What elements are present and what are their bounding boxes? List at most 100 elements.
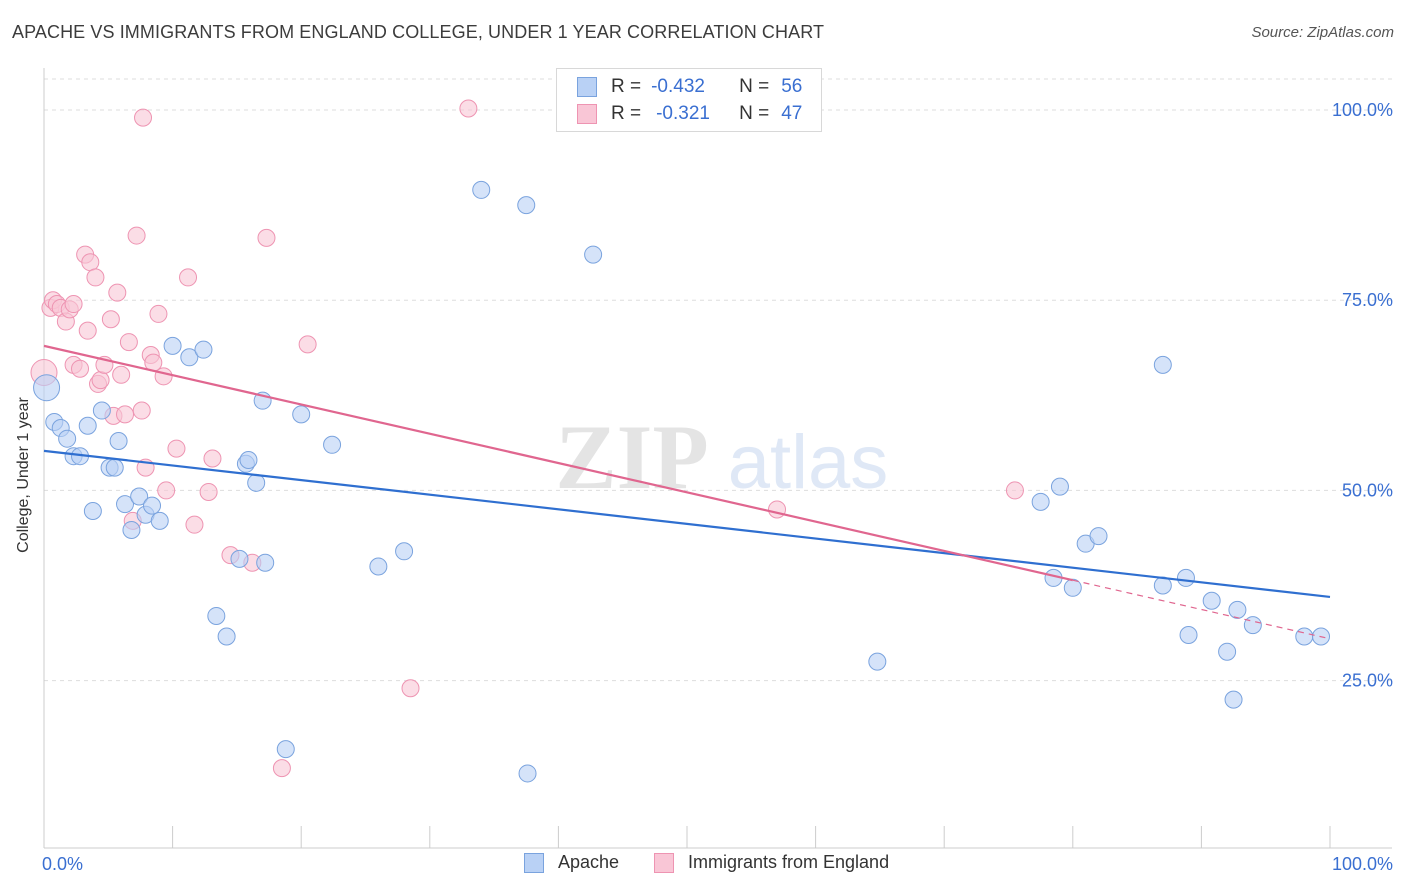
england-point-19: [108, 283, 127, 302]
england-point-11: [78, 321, 97, 340]
england-point-33: [167, 439, 186, 458]
england-point-22: [119, 333, 138, 352]
apache-point-30: [292, 405, 311, 424]
legend-apache-n-value: 56: [781, 76, 803, 97]
y-tick-label-25: 25.0%: [1342, 671, 1393, 691]
england-point-44: [459, 99, 478, 118]
apache-point-26: [247, 473, 266, 492]
apache-point-18: [163, 336, 182, 355]
legend-apache-r-value: -0.432: [651, 76, 705, 97]
england-point-35: [185, 515, 204, 534]
apache-point-42: [1063, 578, 1082, 597]
series-apache-points: [33, 180, 1330, 783]
apache-point-29: [276, 740, 295, 759]
england-point-32: [157, 481, 176, 500]
england-point-34: [179, 268, 198, 287]
apache-point-52: [1228, 600, 1247, 619]
apache-point-45: [1153, 355, 1172, 374]
apache-point-41: [1050, 477, 1069, 496]
apache-point-49: [1202, 591, 1221, 610]
legend-swatch-england-bottom: [654, 852, 674, 873]
apache-trend-line: [43, 449, 1331, 599]
england-point-12: [81, 253, 100, 272]
england-point-45: [768, 500, 787, 519]
apache-point-14: [130, 487, 149, 506]
england-point-7: [64, 295, 83, 314]
apache-point-31: [323, 435, 342, 454]
legend-label-apache: Apache: [558, 852, 620, 872]
england-point-46: [1005, 481, 1024, 500]
apache-point-50: [1218, 642, 1237, 661]
legend-swatch-apache-bottom: [524, 852, 544, 873]
apache-point-28: [256, 553, 275, 572]
apache-point-19: [180, 348, 199, 367]
y-tick-label-75: 75.0%: [1342, 290, 1393, 310]
apache-point-38: [868, 652, 887, 671]
england-point-40: [257, 228, 276, 247]
england-point-37: [203, 449, 222, 468]
england-point-26: [134, 108, 153, 127]
legend-label-england: Immigrants from England: [688, 852, 890, 872]
tick-labels: 25.0% 50.0% 75.0% 100.0% 0.0% 100.0%: [42, 100, 1393, 874]
legend-item-apache[interactable]: Apache: [524, 852, 619, 873]
england-point-20: [112, 365, 131, 384]
england-trend-line: [43, 344, 1074, 582]
stats-legend: R = -0.432 N = 56 R = -0.321 N = 47: [556, 68, 822, 132]
apache-point-33: [395, 542, 414, 561]
legend-england-r-value: -0.321: [656, 103, 710, 124]
apache-point-21: [207, 606, 226, 625]
apache-point-35: [517, 196, 536, 215]
apache-point-44: [1089, 527, 1108, 546]
legend-row-england: R = -0.321 N = 47: [557, 100, 802, 128]
y-tick-label-100: 100.0%: [1332, 100, 1393, 120]
england-point-31: [154, 367, 173, 386]
england-point-42: [298, 335, 317, 354]
apache-point-0: [33, 374, 61, 402]
england-point-21: [116, 405, 135, 424]
legend-swatch-apache: [577, 77, 597, 97]
apache-point-54: [1295, 627, 1314, 646]
england-point-17: [101, 310, 120, 329]
apache-point-13: [122, 520, 141, 539]
legend-apache-n-label: N =: [739, 76, 770, 97]
apache-point-53: [1243, 616, 1262, 635]
legend-item-england[interactable]: Immigrants from England: [654, 852, 889, 873]
legend-england-n-label: N =: [739, 103, 770, 124]
y-tick-label-50: 50.0%: [1342, 480, 1393, 500]
apache-point-22: [217, 627, 236, 646]
apache-point-6: [78, 416, 97, 435]
apache-point-47: [1176, 568, 1195, 587]
x-tick-label-max: 100.0%: [1332, 854, 1393, 874]
apache-point-36: [518, 764, 537, 783]
series-legend: Apache Immigrants from England: [0, 852, 1406, 878]
chart-source: Source: ZipAtlas.com: [1251, 24, 1394, 41]
england-point-43: [401, 679, 420, 698]
x-tick-label-min: 0.0%: [42, 854, 83, 874]
england-point-25: [132, 401, 151, 420]
apache-point-51: [1224, 690, 1243, 709]
apache-point-25: [239, 451, 258, 469]
england-point-30: [149, 304, 168, 323]
apache-point-3: [58, 429, 77, 448]
apache-point-23: [230, 549, 249, 568]
legend-row-apache: R = -0.432 N = 56: [557, 73, 802, 101]
england-point-13: [86, 268, 105, 287]
england-trend-line-dashed: [1072, 579, 1331, 640]
apache-point-48: [1179, 625, 1198, 644]
watermark: ZIP atlas: [555, 406, 888, 508]
apache-point-20: [194, 340, 213, 359]
apache-point-37: [584, 245, 603, 264]
apache-point-12: [116, 495, 135, 514]
chart-title: APACHE VS IMMIGRANTS FROM ENGLAND COLLEG…: [12, 22, 825, 42]
legend-swatch-england: [577, 104, 597, 124]
axes: [43, 68, 1392, 849]
england-point-36: [199, 482, 218, 501]
apache-point-39: [1031, 492, 1050, 511]
england-point-15: [91, 371, 110, 390]
legend-apache-r-label: R =: [611, 76, 642, 97]
apache-point-16: [143, 496, 162, 515]
apache-point-7: [83, 501, 102, 520]
apache-point-32: [369, 557, 388, 576]
england-point-41: [272, 759, 291, 778]
